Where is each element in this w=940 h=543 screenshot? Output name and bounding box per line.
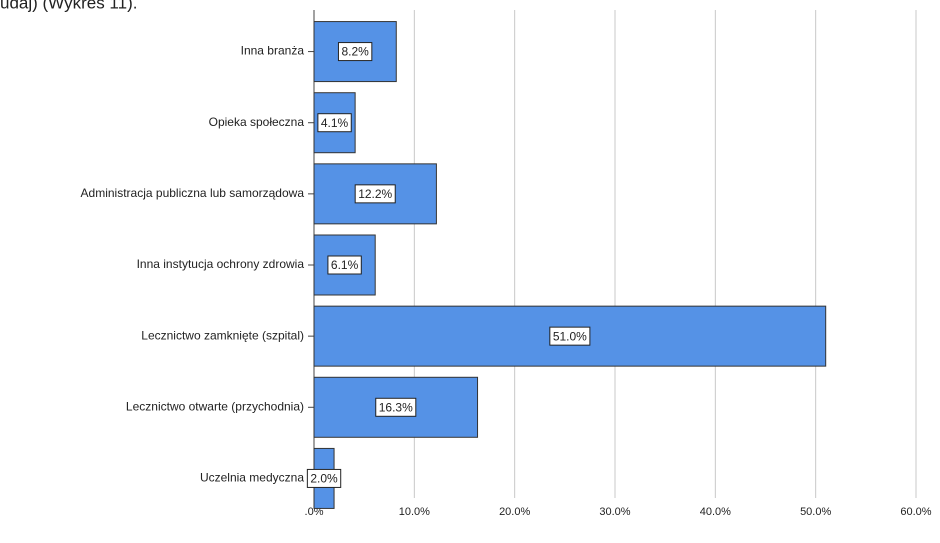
value-label: 16.3%: [379, 400, 413, 414]
x-tick-label: 10.0%: [399, 506, 430, 518]
x-tick-label: 60.0%: [900, 506, 931, 518]
x-tick-label: 50.0%: [800, 506, 831, 518]
value-label: 51.0%: [553, 329, 587, 343]
y-tick-label: Inna branża: [241, 44, 305, 58]
y-tick-label: Administracja publiczna lub samorządowa: [81, 186, 305, 200]
x-tick-label: 30.0%: [599, 506, 630, 518]
x-tick-label: 20.0%: [499, 506, 530, 518]
value-label-box: [327, 255, 362, 275]
value-label: 4.1%: [321, 116, 349, 130]
value-label: 8.2%: [341, 45, 369, 59]
y-tick-label: Lecznictwo otwarte (przychodnia): [126, 399, 304, 413]
value-label-box: [354, 184, 396, 204]
y-tick-label: Opieka społeczna: [209, 115, 305, 129]
y-tick-label: Inna instytucja ochrony zdrowia: [137, 257, 305, 271]
value-label-box: [306, 468, 342, 488]
value-label-box: [337, 42, 373, 62]
annotation: udaj) (Wykres 11).: [0, 0, 137, 12]
y-tick-label: Lecznictwo zamknięte (szpital): [141, 328, 304, 342]
value-label: 12.2%: [358, 187, 392, 201]
x-tick-label: 40.0%: [700, 506, 731, 518]
bar: [313, 163, 437, 225]
y-tick-label: Uczelnia medyczna: [200, 471, 304, 485]
value-label-box: [549, 326, 591, 346]
value-label: 6.1%: [331, 258, 359, 272]
value-label-box: [317, 113, 352, 133]
value-label: 2.0%: [310, 472, 338, 486]
value-label-box: [375, 397, 417, 417]
